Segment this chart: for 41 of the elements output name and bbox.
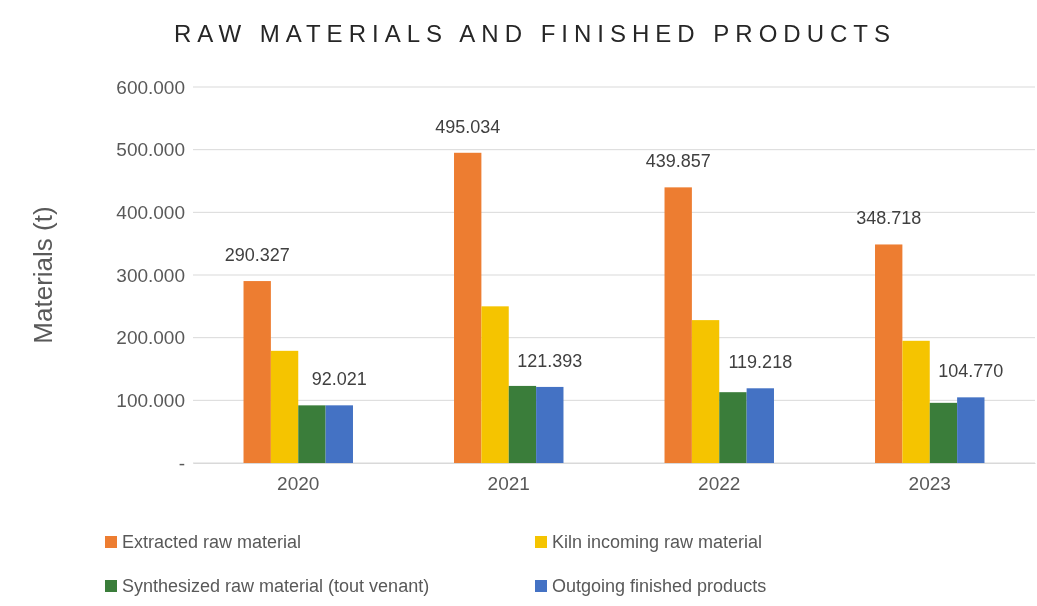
data-label: 119.218 <box>728 352 793 373</box>
x-tick-label: 2021 <box>487 473 530 495</box>
data-label: 348.718 <box>856 208 922 229</box>
bar <box>243 281 271 463</box>
legend-label: Outgoing finished products <box>552 576 767 596</box>
y-tick-label: 400.000 <box>116 201 185 223</box>
x-tick-label: 2023 <box>908 473 951 495</box>
bar <box>270 350 299 463</box>
data-label: 92.021 <box>311 369 367 390</box>
bar <box>902 340 930 463</box>
data-label: 439.857 <box>645 151 711 172</box>
bar <box>508 385 537 463</box>
bar <box>664 187 692 463</box>
y-tick-label: - <box>178 452 185 474</box>
y-tick-label: 600.000 <box>116 76 185 98</box>
data-label: 495.034 <box>435 116 501 137</box>
legend-label: Synthesized raw material (tout venant) <box>122 576 430 596</box>
y-tick-label: 300.000 <box>116 264 185 286</box>
x-tick-label: 2020 <box>277 473 320 495</box>
legend-label: Kiln incoming raw material <box>552 532 763 552</box>
bar <box>929 402 958 463</box>
bar <box>746 388 774 463</box>
bar <box>875 244 903 463</box>
y-axis-title: Materials (t) <box>28 206 58 344</box>
bar <box>691 320 720 463</box>
bar <box>325 405 353 463</box>
bar <box>481 306 509 463</box>
y-tick-label: 100.000 <box>116 389 185 411</box>
legend-label: Extracted raw material <box>122 532 302 552</box>
bar <box>298 405 326 463</box>
chart-title: RAW MATERIALS AND FINISHED PRODUCTS <box>173 20 897 47</box>
data-label: 104.770 <box>938 361 1004 382</box>
bar <box>719 392 747 463</box>
bar <box>957 397 985 463</box>
data-label: 290.327 <box>224 245 290 266</box>
y-tick-label: 200.000 <box>116 327 185 349</box>
x-tick-label: 2022 <box>698 473 741 495</box>
bar <box>536 386 564 463</box>
data-label: 121.393 <box>517 350 583 371</box>
y-tick-label: 500.000 <box>116 139 185 161</box>
bar <box>454 152 482 463</box>
